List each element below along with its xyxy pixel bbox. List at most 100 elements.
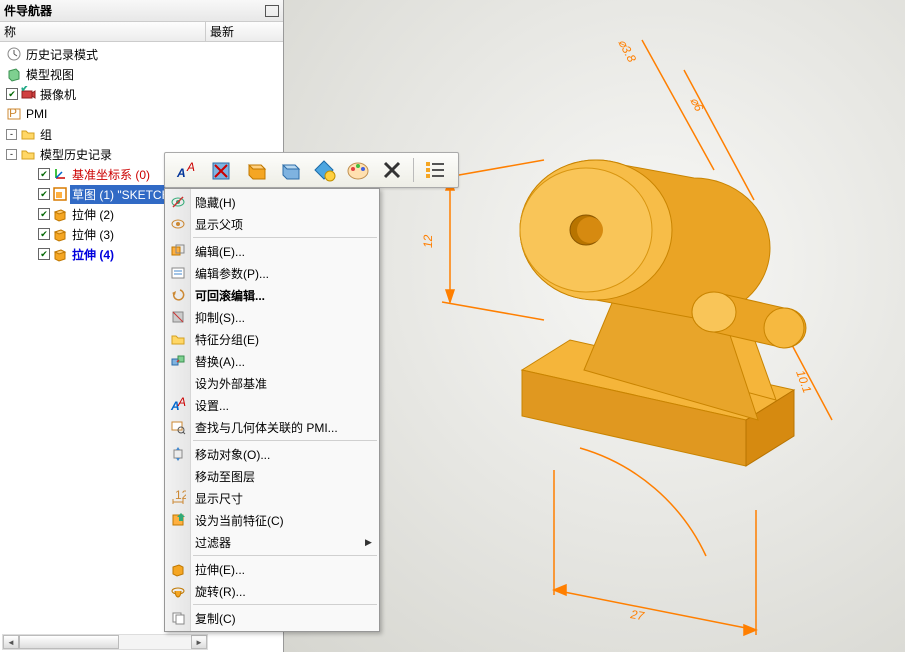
menu-item[interactable]: AA设置... [165,394,379,416]
menu-item-label: 抑制(S)... [187,309,365,326]
camera-icon: ✔ [20,86,36,102]
tree-item-label: 拉伸 (2) [70,205,116,224]
menu-item[interactable]: 隐藏(H) [165,191,379,213]
checkbox[interactable]: ✔ [38,228,50,240]
tree-item-label: 拉伸 (4) [70,245,116,264]
folder-icon [20,146,36,162]
menu-item[interactable]: 拉伸(E)... [165,558,379,580]
blank-icon [169,467,187,485]
toolbar-box-blue-button[interactable] [274,155,306,185]
expander-icon[interactable]: - [6,129,17,140]
clock-icon [6,46,22,62]
panel-pin-icon[interactable] [265,5,279,17]
menu-item[interactable]: 特征分组(E) [165,328,379,350]
menu-item[interactable]: 抑制(S)... [165,306,379,328]
menu-item-label: 拉伸(E)... [187,561,365,578]
revolve-icon [169,582,187,600]
tree-item-label: 组 [38,125,54,144]
toolbar-x-button[interactable] [376,155,408,185]
scroll-right-button[interactable]: ► [191,635,207,649]
svg-text:12: 12 [175,490,186,502]
tree-item[interactable]: PPMI [0,104,283,124]
menu-item[interactable]: 移动至图层 [165,465,379,487]
menu-item[interactable]: 设为外部基准 [165,372,379,394]
menu-separator [193,237,377,238]
menu-item-label: 显示父项 [187,216,365,233]
checkbox[interactable]: ✔ [38,248,50,260]
menu-item[interactable]: 过滤器▶ [165,531,379,553]
menu-item-label: 设为当前特征(C) [187,512,365,529]
toolbar-palette-button[interactable] [342,155,374,185]
menu-item[interactable]: 设为当前特征(C) [165,509,379,531]
menu-item-label: 特征分组(E) [187,331,365,348]
panel-column-header: 称 最新 [0,22,283,42]
menu-item-label: 设为外部基准 [187,375,365,392]
dim-101: 10.1 [793,368,814,395]
menu-item[interactable]: 12显示尺寸 [165,487,379,509]
submenu-arrow-icon: ▶ [365,537,379,548]
eye-off-icon [169,193,187,211]
menu-item[interactable]: 复制(C) [165,607,379,629]
toolbar-separator [413,158,414,182]
toolbar-diamond-button[interactable] [308,155,340,185]
menu-item[interactable]: 可回滚编辑... [165,284,379,306]
extrude-icon [52,246,68,262]
tree-item-label: 模型视图 [24,65,76,84]
params-icon [169,264,187,282]
dim-12: 12 [421,234,435,248]
checkbox[interactable]: ✔ [38,168,50,180]
svg-text:P: P [9,106,17,120]
menu-item[interactable]: 替换(A)... [165,350,379,372]
copy-icon [169,609,187,627]
horizontal-scrollbar[interactable]: ◄ ► [2,634,208,650]
tree-item-label: 摄像机 [38,85,78,104]
checkbox[interactable]: ✔ [38,208,50,220]
csys-icon [52,166,68,182]
menu-separator [193,440,377,441]
scroll-thumb[interactable] [19,635,119,649]
settings-icon: AA [169,396,187,414]
rollback-icon [169,286,187,304]
menu-item-label: 编辑参数(P)... [187,265,365,282]
menu-item[interactable]: 编辑参数(P)... [165,262,379,284]
menu-item-label: 可回滚编辑... [187,287,365,304]
tree-item[interactable]: 模型视图 [0,64,283,84]
dim-27: 27 [628,607,646,624]
folder-icon [20,126,36,142]
column-name[interactable]: 称 [0,22,206,41]
menu-item-label: 查找与几何体关联的 PMI... [187,419,365,436]
tree-item[interactable]: -组 [0,124,283,144]
menu-item[interactable]: 编辑(E)... [165,240,379,262]
group-icon [169,330,187,348]
scroll-left-button[interactable]: ◄ [3,635,19,649]
blank-icon [169,533,187,551]
solid-body [520,160,806,466]
toolbar-font-button[interactable]: AA [172,155,204,185]
tree-item[interactable]: ✔✔摄像机 [0,84,283,104]
svg-text:A: A [177,397,186,409]
menu-separator [193,555,377,556]
tree-item-label: 拉伸 (3) [70,225,116,244]
checkbox[interactable]: ✔ [38,188,50,200]
menu-item-label: 移动对象(O)... [187,446,365,463]
toolbar-box-orange-button[interactable] [240,155,272,185]
tree-item[interactable]: 历史记录模式 [0,44,283,64]
toolbar-delete-box-button[interactable] [206,155,238,185]
menu-item-label: 替换(A)... [187,353,365,370]
dim-icon: 12 [169,489,187,507]
svg-text:A: A [176,166,186,180]
menu-item[interactable]: 查找与几何体关联的 PMI... [165,416,379,438]
menu-item-label: 过滤器 [187,534,365,551]
blank-icon [169,374,187,392]
menu-item-label: 设置... [187,397,365,414]
checkbox[interactable]: ✔ [6,88,18,100]
toolbar-list-button[interactable] [419,155,451,185]
menu-item[interactable]: 移动对象(O)... [165,443,379,465]
dim-dia6: ⌀6 [687,95,706,114]
column-latest[interactable]: 最新 [206,22,283,41]
menu-item[interactable]: 旋转(R)... [165,580,379,602]
menu-item-label: 编辑(E)... [187,243,365,260]
expander-icon[interactable]: - [6,149,17,160]
mini-toolbar: AA [164,152,459,188]
menu-item[interactable]: 显示父项 [165,213,379,235]
